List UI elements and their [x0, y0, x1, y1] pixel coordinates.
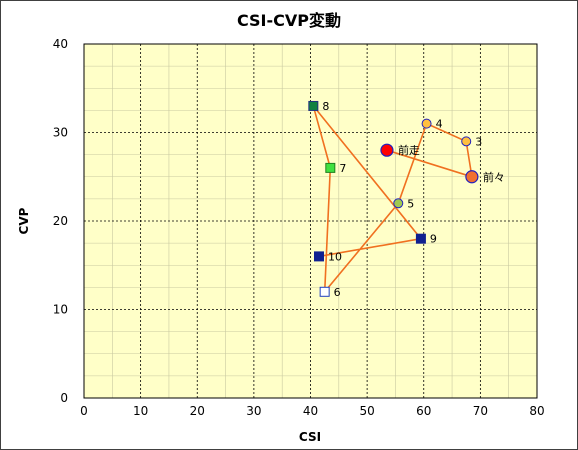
x-tick-label: 10: [133, 404, 148, 418]
x-tick-label: 30: [246, 404, 261, 418]
x-tick-label: 70: [473, 404, 488, 418]
point-label: 10: [328, 250, 342, 263]
point-marker: [421, 118, 432, 129]
tick-labels: 0 10 20 30 40 50 60 70 80 0 10 20 30 40: [53, 37, 545, 418]
y-tick-label: 40: [53, 37, 68, 51]
point-marker: [393, 198, 404, 209]
point-label: 前走: [398, 143, 420, 157]
y-tick-label: 30: [53, 126, 68, 140]
y-tick-label: 20: [53, 214, 68, 228]
point-marker: [319, 286, 330, 297]
x-tick-label: 20: [190, 404, 205, 418]
point-marker: [461, 136, 472, 147]
x-tick-label: 80: [529, 404, 544, 418]
point-label: 前々: [483, 170, 505, 184]
point-label: 5: [407, 197, 414, 210]
y-tick-label: 0: [60, 391, 68, 405]
x-tick-label: 50: [359, 404, 374, 418]
point-label: 9: [430, 233, 437, 246]
series-line: [312, 105, 473, 295]
point-label: 6: [334, 286, 341, 299]
point-marker: [415, 233, 426, 244]
x-tick-label: 40: [303, 404, 318, 418]
point-label: 8: [322, 100, 329, 113]
x-axis-title: CSI: [299, 430, 321, 444]
point-marker: [308, 100, 319, 111]
point-marker: [325, 162, 336, 173]
grid-lines: [84, 44, 537, 398]
x-tick-label: 60: [416, 404, 431, 418]
plot-border: [83, 43, 538, 399]
chart-title: CSI-CVP変動: [237, 11, 341, 30]
point-label: 3: [475, 135, 482, 148]
connector-lines: [312, 105, 473, 295]
point-label: 7: [339, 162, 346, 175]
markers: [308, 100, 479, 297]
y-tick-label: 10: [53, 303, 68, 317]
point-label: 4: [436, 118, 443, 131]
point-marker: [380, 143, 394, 157]
point-marker: [313, 251, 324, 262]
y-axis-title: CVP: [17, 207, 31, 234]
x-tick-label: 0: [80, 404, 88, 418]
axes: [83, 43, 538, 399]
point-marker: [465, 170, 479, 184]
